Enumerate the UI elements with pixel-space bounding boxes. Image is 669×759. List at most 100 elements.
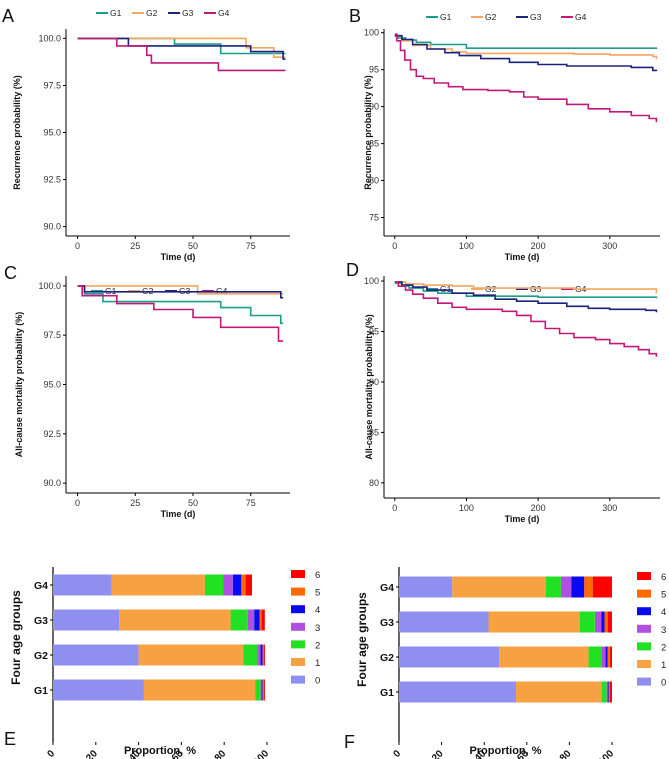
x-tick-label: 100	[597, 748, 617, 759]
legend-label-G2: G2	[485, 284, 497, 294]
x-tick-label: 0	[75, 241, 80, 251]
bar-segment-G4-1	[452, 576, 546, 598]
legend-swatch-5	[637, 589, 651, 598]
legend-swatch-1	[291, 658, 305, 666]
y-tick-label: 100	[364, 276, 379, 286]
category-label-G4: G4	[34, 580, 48, 592]
y-tick-label: 75	[369, 213, 379, 223]
legend-label-5: 5	[661, 590, 666, 601]
x-tick-label: 25	[130, 241, 140, 251]
y-tick-label: 90.0	[43, 478, 61, 488]
bar-segment-G1-0	[53, 679, 144, 701]
bar-segment-G4-0	[53, 574, 112, 596]
x-axis-title: Time (d)	[505, 252, 540, 262]
series-line-G2	[77, 37, 286, 58]
legend-label-6: 6	[315, 570, 320, 581]
category-label-G1: G1	[380, 687, 394, 699]
x-tick-label: 200	[531, 503, 546, 513]
x-tick-label: 0	[45, 748, 57, 759]
series-line-G4	[394, 281, 658, 357]
y-tick-label: 100.0	[38, 281, 61, 291]
panel-label-D: D	[346, 260, 359, 280]
bar-segment-G3-6	[607, 611, 612, 633]
series-line-G3	[394, 281, 658, 313]
bar-segment-G3-1	[119, 609, 231, 631]
bar-segment-G2-3	[601, 646, 606, 668]
y-tick-label: 95	[369, 327, 379, 337]
legend-swatch-0	[637, 677, 651, 686]
bar-segment-G3-4	[601, 611, 605, 633]
legend-label-G3: G3	[530, 284, 542, 294]
x-tick-label: 100	[459, 241, 474, 251]
legend-label-2: 2	[315, 640, 320, 651]
legend-swatch-3	[291, 622, 305, 631]
x-tick-label: 0	[392, 503, 397, 513]
y-tick-label: 92.5	[43, 429, 61, 439]
x-tick-label: 75	[246, 241, 256, 251]
bar-segment-G1-3	[606, 681, 608, 703]
legend-label-G2: G2	[485, 12, 497, 22]
legend-swatch-3	[637, 624, 651, 633]
y-tick-label: 100.0	[38, 33, 61, 43]
bar-segment-G1-5	[262, 679, 264, 701]
category-label-G1: G1	[34, 685, 48, 697]
x-tick-label: 50	[188, 241, 198, 251]
bar-segment-G1-2	[255, 679, 261, 701]
x-tick-label: 75	[246, 498, 256, 508]
bar-segment-G4-3	[223, 574, 233, 596]
legend-label-G3: G3	[182, 8, 194, 18]
bar-segment-G4-4	[232, 574, 242, 596]
y-tick-label: 95.0	[43, 128, 61, 138]
bar-segment-G2-0	[399, 646, 500, 668]
bar-segment-G3-6	[261, 609, 265, 631]
legend-label-2: 2	[661, 642, 666, 653]
bar-segment-G1-4	[261, 679, 263, 701]
x-tick-label: 25	[130, 498, 140, 508]
bar-segment-G2-5	[262, 644, 264, 666]
bar-segment-G2-4	[260, 644, 263, 666]
legend-swatch-6	[637, 572, 651, 580]
x-tick-label: 20	[84, 748, 100, 759]
y-tick-label: 95	[369, 65, 379, 75]
legend-swatch-5	[291, 587, 305, 596]
y-axis-title: Four age groups	[9, 590, 23, 685]
x-tick-label: 20	[430, 748, 446, 759]
x-axis-title: Proportion, %	[469, 745, 541, 757]
bar-segment-G2-2	[243, 644, 258, 666]
legend-label-1: 1	[315, 658, 320, 669]
y-tick-label: 85	[369, 427, 379, 437]
panel-B-recurrence-one-year: B G1 G2 G3 G4 75 80 85 90 95 100 0 100 200 300 Time (d)…	[349, 6, 660, 262]
bar-segment-G1-0	[399, 681, 517, 703]
bar-segment-G4-2	[546, 576, 561, 598]
bar-segment-G4-6	[592, 576, 612, 598]
y-tick-label: 85	[369, 139, 379, 149]
y-tick-label: 100	[364, 28, 379, 38]
x-axis-title: Time (d)	[161, 509, 196, 519]
y-tick-label: 80	[369, 176, 379, 186]
bar-segment-G2-3	[257, 644, 261, 666]
bar-segment-G1-4	[607, 681, 609, 703]
series-line-G2	[77, 285, 284, 295]
legend-swatch-6	[291, 570, 305, 578]
bar-segment-G3-5	[259, 609, 262, 631]
bar-segment-G4-0	[399, 576, 453, 598]
bar-segment-G3-4	[254, 609, 260, 631]
legend-label-G1: G1	[110, 8, 122, 18]
y-axis-title: Recurrence probability (%)	[363, 75, 373, 190]
panel-label-C: C	[4, 263, 17, 283]
series-line-G1	[394, 34, 658, 49]
bar-segment-G2-0	[53, 644, 139, 666]
legend-label-1: 1	[661, 660, 666, 671]
legend-swatch-4	[291, 605, 305, 614]
bar-segment-G1-6	[263, 679, 265, 701]
legend-label-G1: G1	[440, 12, 452, 22]
bar-segment-G4-6	[245, 574, 252, 596]
bar-segment-G1-5	[608, 681, 610, 703]
legend-label-G4: G4	[218, 8, 230, 18]
y-tick-label: 90.0	[43, 222, 61, 232]
panel-label-B: B	[349, 6, 361, 26]
bar-segment-G1-6	[609, 681, 612, 703]
